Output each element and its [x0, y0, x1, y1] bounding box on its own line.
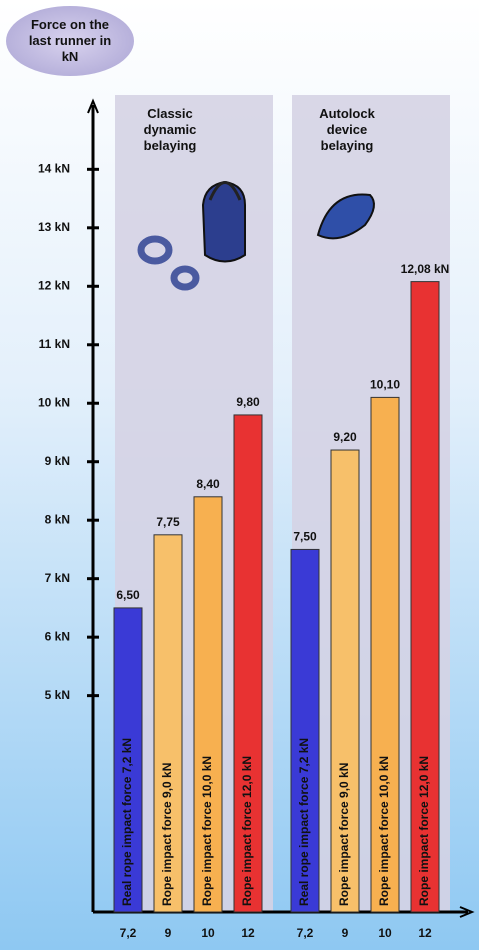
y-tick-label: 11 kN — [39, 337, 70, 351]
bar-label: Real rope impact force 7,2 kN — [120, 738, 134, 906]
bar-label: Rope impact force 10,0 kN — [200, 756, 214, 906]
figure-eight-icon — [137, 235, 173, 265]
value-label: 10,10 — [370, 378, 400, 392]
group-label: Autolock device belaying — [319, 106, 375, 153]
x-tick-label: 10 — [378, 926, 392, 940]
y-tick-label: 12 kN — [38, 278, 70, 292]
value-label: 7,50 — [293, 530, 317, 544]
value-label: 12,08 kN — [401, 262, 450, 276]
y-tick-label: 8 kN — [45, 512, 70, 526]
y-tick-label: 10 kN — [38, 395, 70, 409]
bar-label: Rope impact force 12,0 kN — [240, 756, 254, 906]
y-tick-label: 6 kN — [45, 629, 70, 643]
bar — [330, 449, 360, 913]
bar — [290, 548, 320, 913]
bar-label: Rope impact force 12,0 kN — [417, 756, 431, 906]
autolock-icon — [316, 193, 375, 240]
x-tick-label: 12 — [418, 926, 432, 940]
value-label: 9,20 — [333, 430, 357, 444]
x-tick-label: 7,2 — [297, 926, 314, 940]
bar — [410, 281, 440, 913]
bar — [113, 607, 143, 913]
x-tick-label: 12 — [241, 926, 255, 940]
y-axis-arrow — [87, 98, 99, 114]
x-axis-arrow — [459, 906, 475, 918]
value-label: 6,50 — [116, 588, 140, 602]
belay-device-icon — [201, 180, 246, 263]
y-tick-label: 7 kN — [45, 571, 70, 585]
bar — [153, 534, 183, 913]
x-tick-label: 10 — [201, 926, 215, 940]
bar — [233, 414, 263, 913]
bar-label: Real rope impact force 7,2 kN — [297, 738, 311, 906]
value-label: 9,80 — [236, 395, 260, 409]
chart-title: Force on the last runner in kN — [6, 6, 134, 76]
y-tick-label: 14 kN — [38, 161, 70, 175]
bar-label: Rope impact force 9,0 kN — [160, 763, 174, 906]
y-tick-label: 5 kN — [45, 688, 70, 702]
x-tick-label: 9 — [165, 926, 172, 940]
figure-eight-icon — [170, 265, 200, 291]
bar — [370, 396, 400, 913]
chart-title-text: Force on the last runner in kN — [28, 17, 112, 64]
bar-label: Rope impact force 10,0 kN — [377, 756, 391, 906]
value-label: 7,75 — [156, 515, 180, 529]
belay-device-handle — [208, 181, 242, 201]
icons — [137, 180, 375, 291]
x-tick-label: 7,2 — [120, 926, 137, 940]
bar-label: Rope impact force 9,0 kN — [337, 763, 351, 906]
value-label: 8,40 — [196, 477, 220, 491]
y-tick-label: 13 kN — [38, 220, 70, 234]
y-tick-label: 9 kN — [45, 454, 70, 468]
group-label: Classic dynamic belaying — [143, 106, 197, 153]
x-tick-label: 9 — [342, 926, 349, 940]
bar — [193, 496, 223, 913]
